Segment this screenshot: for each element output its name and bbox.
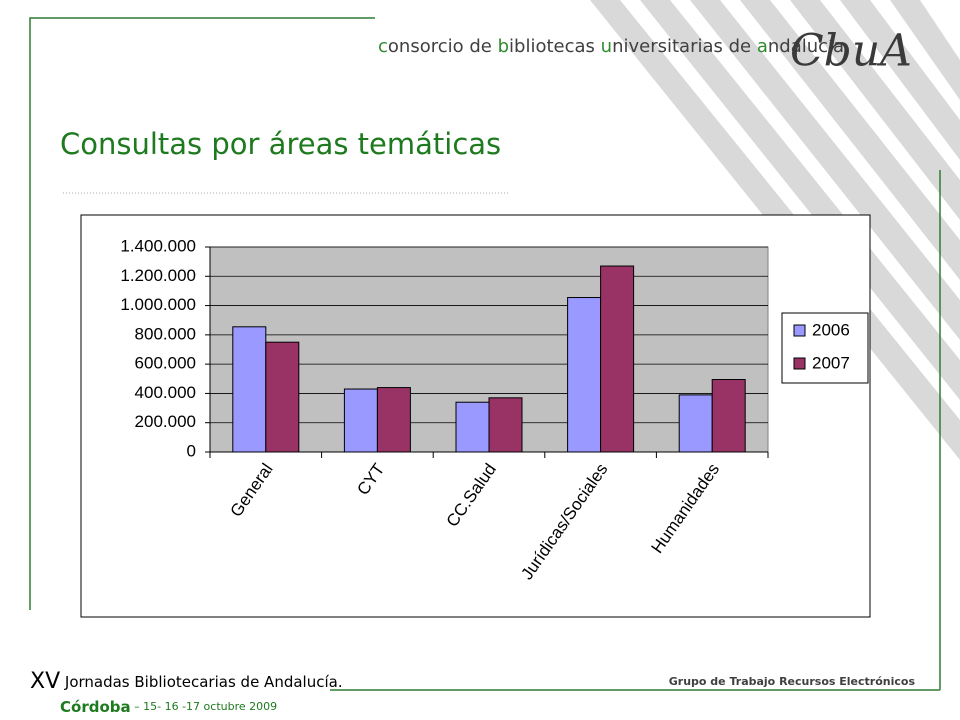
bar [600,265,635,453]
legend-label: 2006 [812,320,850,339]
bar [488,397,523,453]
event-name: Jornadas Bibliotecarias de Andalucía. [60,673,342,691]
bar [232,326,267,453]
footer-left: XV Jornadas Bibliotecarias de Andalucía. [30,669,343,694]
bar [711,379,746,453]
edition: XV [30,669,60,694]
organization-name: consorcio de bibliotecas universitarias … [378,36,844,57]
bar [376,387,411,453]
bar [265,341,300,453]
y-tick-label: 1.000.000 [120,295,196,314]
y-tick-label: 800.000 [135,324,196,343]
bar [343,388,378,453]
legend-label: 2007 [812,353,850,372]
y-tick-label: 600.000 [135,354,196,373]
y-tick-label: 1.400.000 [120,236,196,255]
y-tick-label: 400.000 [135,383,196,402]
dates: – 15- 16 -17 octubre 2009 [131,700,278,713]
city: Córdoba [60,698,131,716]
y-tick-label: 0 [187,441,196,460]
slide-title: Consultas por áreas temáticas [60,127,501,161]
legend-swatch [793,357,806,370]
footer-date: Córdoba – 15- 16 -17 octubre 2009 [60,698,277,716]
slide-frame [29,17,941,691]
bar [455,401,490,453]
chart: 0 200.000 400.000 600.000 800.000 1.000.000 1.… [120,236,869,583]
y-tick-label: 200.000 [135,412,196,431]
legend-swatch [793,324,806,337]
logo: CbuA [790,26,912,77]
bar [567,297,602,453]
bar [678,394,713,453]
y-tick-label: 1.200.000 [120,266,196,285]
group-name: Grupo de Trabajo Recursos Electrónicos [669,675,916,688]
